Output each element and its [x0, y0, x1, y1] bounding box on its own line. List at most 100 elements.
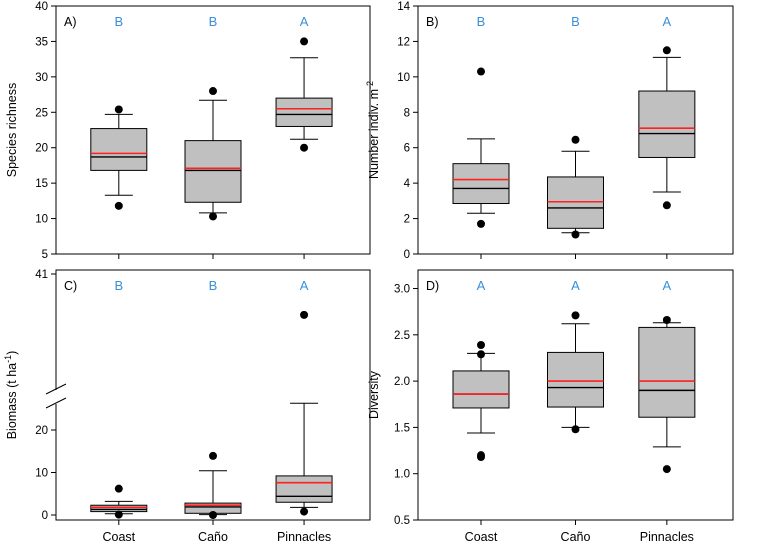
outlier-point [662, 465, 671, 474]
y-axis-title-superscript: -1 [3, 355, 13, 363]
iqr-box [452, 370, 510, 409]
outlier-point [114, 484, 123, 493]
y-axis-title-text: Diversity [367, 370, 381, 419]
box-cano [184, 87, 242, 221]
y-tick-label: 3.0 [394, 284, 410, 296]
y-axis-title: Diversity [367, 370, 381, 419]
box-coast [90, 105, 148, 210]
outlier-point [662, 316, 671, 324]
x-category-label: Pinnacles [640, 530, 694, 544]
outlier-point [114, 201, 123, 210]
y-axis-title: Species richness [5, 83, 19, 178]
y-axis-title: Biomass (t ha-1) [3, 351, 19, 440]
y-axis-title-text: Number indiv. m [367, 89, 381, 179]
iqr-box [275, 475, 333, 503]
panel-label: A) [64, 15, 77, 29]
y-tick-label: 4 [404, 178, 411, 190]
y-tick-label: 8 [404, 107, 410, 119]
significance-letter: B [209, 278, 218, 293]
iqr-box [275, 97, 333, 127]
y-tick-label: 2.0 [394, 376, 410, 388]
box-pinnacles [275, 310, 333, 516]
outlier-point [477, 341, 485, 349]
outlier-point [477, 350, 485, 359]
panel-label: C) [64, 279, 77, 293]
box-coast [452, 341, 510, 462]
y-tick-label: 12 [397, 36, 410, 48]
y-tick-label: 35 [35, 36, 48, 48]
panel-d: 0.5 1.0 1.5 2.0 2.5 3.0 Coast Caño Pinnacles Dive… [367, 269, 734, 544]
box-cano [547, 135, 604, 239]
x-category-label: Coast [465, 530, 498, 544]
significance-letter: A [300, 278, 309, 293]
panel-label: D) [426, 279, 439, 293]
outlier-point [209, 212, 217, 221]
x-category-label: Caño [561, 530, 591, 544]
y-tick-label: 2.5 [394, 330, 410, 342]
box-cano [547, 311, 604, 434]
outlier-point [477, 219, 485, 228]
significance-letter: A [663, 14, 672, 29]
outlier-point [477, 67, 485, 76]
outlier-point [300, 143, 309, 152]
axis-break-mark [45, 397, 67, 409]
significance-letter: B [477, 14, 486, 29]
y-axis-title-text: Species richness [5, 83, 19, 178]
significance-letter: A [571, 278, 580, 293]
outlier-point [571, 135, 580, 144]
significance-letter: A [477, 278, 486, 293]
y-tick-label: 14 [397, 1, 410, 13]
y-axis-title: Number indiv. m-2 [365, 81, 381, 179]
x-category-label: Pinnacles [277, 530, 331, 544]
significance-letter: B [114, 278, 123, 293]
y-axis-title-end: ) [5, 351, 19, 355]
y-tick-label: 10 [35, 468, 48, 480]
box-coast [452, 67, 510, 228]
y-tick-label: 30 [35, 72, 48, 84]
y-tick-label: 6 [404, 143, 410, 155]
y-tick-label: 1.5 [394, 422, 410, 434]
iqr-box [547, 351, 604, 408]
x-category-label: Caño [198, 530, 228, 544]
outlier-point [571, 311, 580, 320]
outlier-point [114, 105, 123, 114]
outlier-point [300, 310, 309, 319]
y-tick-label: 2 [404, 214, 410, 226]
iqr-box [184, 140, 242, 203]
outlier-point [300, 37, 309, 46]
y-tick-label: 10 [35, 214, 48, 226]
axis-break-mark [45, 383, 67, 395]
panel-b: 0 2 4 6 8 10 12 14 Number indiv. m-2 B) B B A [365, 1, 734, 261]
box-pinnacles [638, 46, 696, 210]
outlier-point [571, 230, 580, 239]
x-category-label: Coast [102, 530, 135, 544]
y-axis-title-superscript: -2 [365, 81, 375, 89]
outlier-point [209, 511, 217, 519]
significance-letter: A [300, 14, 309, 29]
box-pinnacles [275, 37, 333, 152]
panel-c: 0 10 20 41 Coast Caño Pinnacles Biomass (t ha-1… [3, 269, 371, 544]
significance-letter: B [114, 14, 123, 29]
outlier-point [662, 201, 671, 210]
iqr-box [547, 176, 604, 229]
y-tick-label: 5 [42, 249, 48, 261]
iqr-box [638, 90, 696, 158]
box-coast [90, 484, 148, 519]
outlier-point [571, 425, 580, 434]
y-tick-label: 10 [397, 72, 410, 84]
outlier-point [209, 451, 217, 460]
box-pinnacles [638, 316, 696, 474]
y-tick-label: 25 [35, 107, 48, 119]
significance-letter: A [663, 278, 672, 293]
iqr-box [452, 163, 510, 205]
y-tick-label: 15 [35, 178, 48, 190]
outlier-point [114, 510, 123, 519]
outlier-point [300, 507, 309, 516]
iqr-box [90, 128, 148, 171]
y-tick-label: 0.5 [394, 515, 410, 527]
panel-c-frame [55, 269, 371, 521]
outlier-point [209, 87, 217, 96]
panel-a: 5 10 15 20 25 30 35 40 Species richness A) B B A [5, 1, 371, 261]
y-tick-label: 0 [404, 249, 410, 261]
